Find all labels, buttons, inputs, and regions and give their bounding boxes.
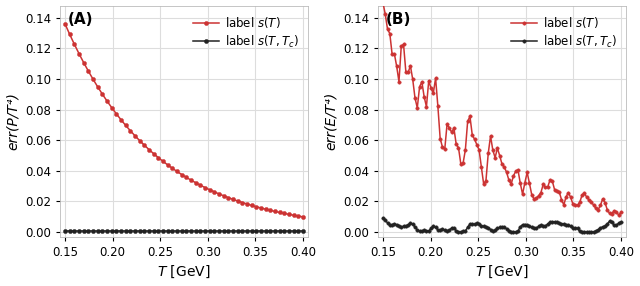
label $s(T, T_c)$ — [484, 226, 492, 229]
label $s(T, T_c)$ — [381, 218, 389, 222]
label $s(T, T_c)$ — [454, 230, 462, 234]
X-axis label: $T$ [GeV]: $T$ [GeV] — [476, 264, 529, 281]
Legend: label $s(T)$, label $s(T, T_c)$: label $s(T)$, label $s(T, T_c)$ — [508, 11, 620, 53]
label $s(T)$ — [381, 13, 389, 16]
label $s(T)$ — [612, 210, 620, 213]
label $s(T, T_c)$ — [553, 220, 561, 224]
label $s(T, T_c)$ — [615, 221, 623, 225]
Line: label $s(T, T_c)$: label $s(T, T_c)$ — [381, 216, 623, 234]
label $s(T)$ — [145, 148, 153, 151]
label $s(T)$ — [173, 170, 181, 173]
label $s(T, T_c)$ — [206, 229, 214, 233]
label $s(T)$ — [61, 22, 69, 26]
label $s(T)$ — [482, 179, 490, 182]
label $s(T)$ — [280, 212, 288, 215]
Text: (A): (A) — [68, 13, 93, 27]
label $s(T, T_c)$ — [379, 216, 387, 220]
label $s(T, T_c)$ — [300, 229, 307, 233]
Line: label $s(T, T_c)$: label $s(T, T_c)$ — [63, 229, 305, 233]
Y-axis label: err(E/T⁴): err(E/T⁴) — [323, 92, 337, 150]
label $s(T, T_c)$ — [411, 225, 419, 229]
Line: label $s(T)$: label $s(T)$ — [381, 1, 623, 217]
Line: label $s(T)$: label $s(T)$ — [63, 22, 305, 219]
label $s(T, T_c)$ — [61, 229, 69, 233]
label $s(T, T_c)$ — [556, 222, 563, 225]
X-axis label: $T$ [GeV]: $T$ [GeV] — [157, 264, 211, 281]
label $s(T)$ — [379, 1, 387, 4]
Text: (B): (B) — [386, 13, 411, 27]
label $s(T)$ — [80, 61, 88, 64]
label $s(T, T_c)$ — [280, 229, 288, 233]
label $s(T, T_c)$ — [617, 220, 625, 224]
label $s(T)$ — [553, 190, 561, 193]
label $s(T)$ — [617, 211, 625, 214]
label $s(T)$ — [551, 188, 559, 192]
label $s(T)$ — [206, 188, 214, 192]
label $s(T)$ — [215, 192, 223, 196]
label $s(T, T_c)$ — [80, 229, 88, 233]
Y-axis label: err(P/T⁴): err(P/T⁴) — [6, 92, 20, 150]
label $s(T, T_c)$ — [215, 229, 223, 233]
label $s(T)$ — [411, 96, 419, 100]
label $s(T, T_c)$ — [173, 229, 181, 233]
Legend: label $s(T)$, label $s(T, T_c)$: label $s(T)$, label $s(T, T_c)$ — [189, 11, 302, 53]
label $s(T)$ — [300, 215, 307, 219]
label $s(T, T_c)$ — [145, 229, 153, 233]
label $s(T)$ — [615, 213, 623, 217]
